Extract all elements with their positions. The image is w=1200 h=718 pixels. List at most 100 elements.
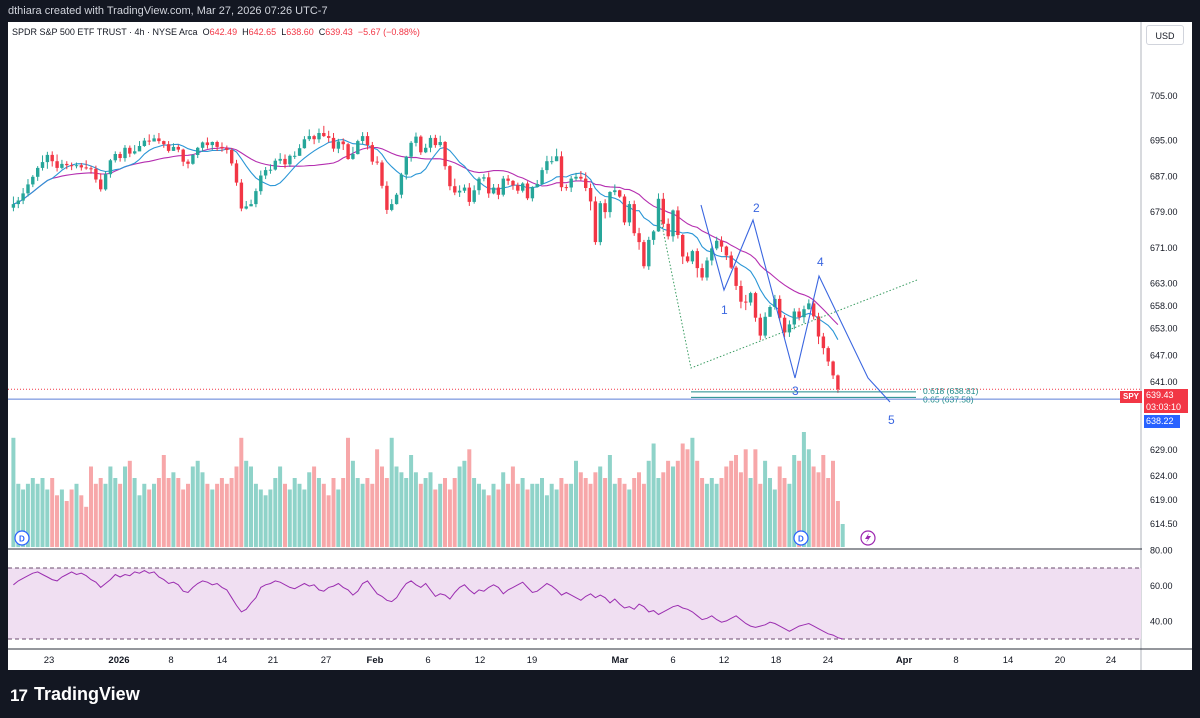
volume-bar bbox=[365, 478, 370, 547]
candle-body bbox=[787, 324, 792, 333]
candle-body bbox=[239, 182, 244, 209]
volume-bar bbox=[700, 478, 705, 547]
volume-bar bbox=[98, 478, 103, 547]
volume-bar bbox=[346, 437, 350, 548]
candle-body bbox=[399, 174, 404, 195]
candle-body bbox=[424, 147, 428, 153]
candle-body bbox=[768, 307, 772, 317]
dividend-marker-icon bbox=[793, 530, 809, 546]
tradingview-logo-icon[interactable]: 17 bbox=[10, 686, 28, 705]
candle-body bbox=[647, 239, 651, 267]
volume-bar bbox=[195, 460, 200, 548]
candle-body bbox=[593, 201, 598, 243]
candle-body bbox=[307, 136, 311, 140]
volume-bar bbox=[89, 466, 93, 547]
candle-body bbox=[559, 156, 564, 188]
volume-bar bbox=[622, 483, 627, 548]
candle-body bbox=[564, 187, 568, 189]
time-tick-label: 20 bbox=[1055, 655, 1066, 666]
candle-body bbox=[588, 188, 593, 202]
crosshair-price-tag: 638.22 bbox=[1144, 415, 1180, 428]
candle-body bbox=[428, 137, 433, 148]
time-axis: 23 2026 8 14 21 27 Feb 6 12 19 Mar 6 12 18 24 Apr 8 14 20 2… bbox=[44, 655, 1117, 666]
legend-close: 639.43 bbox=[325, 27, 353, 37]
candle-body bbox=[84, 167, 88, 169]
candle-body bbox=[36, 167, 40, 177]
candle-body bbox=[16, 200, 20, 205]
volume-bar bbox=[234, 466, 239, 547]
volume-bar bbox=[171, 472, 176, 548]
volume-bar bbox=[724, 466, 729, 547]
volume-bar bbox=[637, 472, 641, 548]
candle-body bbox=[356, 141, 360, 155]
volume-bar bbox=[278, 466, 283, 547]
candle-body bbox=[302, 139, 307, 149]
volume-bar bbox=[481, 489, 486, 547]
candle-body bbox=[651, 231, 656, 240]
volume-bar bbox=[452, 478, 457, 547]
volume-bar bbox=[336, 489, 341, 547]
volume-bar bbox=[215, 483, 220, 548]
tradingview-logo-text[interactable]: TradingView bbox=[34, 684, 140, 704]
volume-bar bbox=[108, 466, 113, 547]
candle-body bbox=[695, 251, 699, 269]
chart-frame[interactable]: 705.00 695.00 687.00 679.00 671.00 663.00 658.… bbox=[8, 22, 1192, 670]
volume-bar bbox=[477, 483, 481, 548]
candle-body bbox=[370, 145, 374, 162]
volume-bar bbox=[510, 466, 515, 547]
candle-body bbox=[816, 316, 821, 337]
volume-bar bbox=[137, 495, 142, 548]
elliott-wave: 1 2 3 4 5 bbox=[700, 201, 895, 427]
volume-bar bbox=[641, 483, 646, 548]
wave-label: 1 bbox=[721, 303, 728, 317]
volume-bar bbox=[394, 466, 399, 547]
candle-body bbox=[642, 242, 646, 267]
candle-body bbox=[734, 267, 738, 286]
volume-bar bbox=[341, 478, 346, 547]
candle-body bbox=[836, 375, 840, 390]
volume-bar bbox=[40, 478, 45, 547]
price-tick-label: 695.00 bbox=[1150, 136, 1178, 146]
currency-button[interactable]: USD bbox=[1146, 25, 1184, 45]
footer bbox=[0, 670, 1200, 718]
chart-canvas[interactable]: 705.00 695.00 687.00 679.00 671.00 663.00 658.… bbox=[8, 22, 1192, 670]
candle-body bbox=[545, 161, 549, 171]
time-tick-label: 2026 bbox=[108, 655, 129, 666]
volume-bar bbox=[530, 483, 535, 548]
time-tick-label: 24 bbox=[1106, 655, 1117, 666]
candle-body bbox=[457, 190, 462, 193]
candle-body bbox=[516, 185, 520, 191]
candle-body bbox=[249, 204, 253, 207]
volume-bar bbox=[79, 495, 84, 548]
volume-bar bbox=[831, 460, 835, 548]
candle-body bbox=[65, 163, 69, 166]
volume-bar bbox=[50, 478, 55, 547]
wave-label: 4 bbox=[817, 255, 824, 269]
volume-bar bbox=[210, 489, 215, 547]
header-bar: dthiara created with TradingView.com, Ma… bbox=[0, 0, 1200, 22]
candle-body bbox=[108, 160, 113, 175]
time-tick-label: Apr bbox=[896, 655, 913, 666]
candle-body bbox=[317, 133, 321, 140]
volume-bar bbox=[370, 483, 375, 548]
volume-bar bbox=[535, 483, 540, 548]
candle-body bbox=[210, 142, 214, 146]
price-tick-label: 687.00 bbox=[1150, 171, 1178, 181]
price-axis: 705.00 695.00 687.00 679.00 671.00 663.00 658.… bbox=[1150, 91, 1178, 529]
candle-body bbox=[152, 138, 156, 142]
candle-body bbox=[753, 293, 758, 318]
volume-bar bbox=[200, 472, 205, 548]
volume-bar bbox=[603, 478, 608, 547]
volume-bar bbox=[646, 460, 651, 548]
candle-body bbox=[511, 180, 515, 186]
volume-bar bbox=[797, 460, 802, 548]
volume-bar bbox=[287, 489, 292, 547]
volume-bar bbox=[806, 449, 811, 548]
volume-bar bbox=[147, 489, 152, 547]
volume-bar bbox=[21, 489, 26, 547]
volume-bar bbox=[680, 443, 685, 547]
volume-bar bbox=[69, 489, 74, 547]
candle-body bbox=[278, 158, 282, 161]
candle-body bbox=[336, 141, 341, 149]
volume-bar bbox=[467, 449, 472, 548]
